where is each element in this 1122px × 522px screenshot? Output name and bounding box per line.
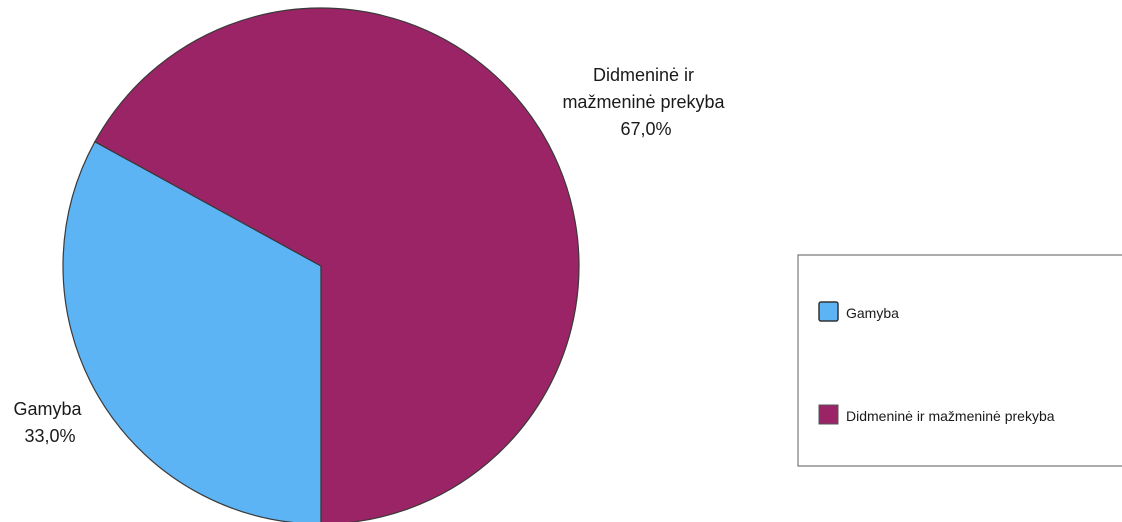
pie-slice-prekyba (94, 7, 580, 522)
legend: Gamyba Didmeninė ir mažmeninė prekyba (797, 254, 1122, 467)
data-label-prekyba-line-1: Didmeninė ir (593, 65, 694, 85)
pie-slice-gamyba (62, 140, 322, 522)
legend-label-prekyba: Didmeninė ir mažmeninė prekyba (846, 408, 1055, 424)
data-label-prekyba: Didmeninė ir mažmeninė prekyba 67,0% (562, 65, 729, 139)
pie-slices (62, 7, 580, 522)
data-label-gamyba-line-2: 33,0% (24, 426, 75, 446)
data-label-prekyba-line-2: mažmeninė prekyba (562, 92, 725, 112)
legend-swatch-gamyba (818, 301, 839, 322)
legend-frame (797, 254, 1122, 467)
data-label-gamyba: Gamyba 33,0% (13, 399, 86, 446)
legend-swatch-prekyba (818, 404, 839, 425)
data-label-prekyba-line-3: 67,0% (620, 119, 671, 139)
data-label-gamyba-line-1: Gamyba (13, 399, 82, 419)
legend-label-gamyba: Gamyba (846, 305, 899, 321)
